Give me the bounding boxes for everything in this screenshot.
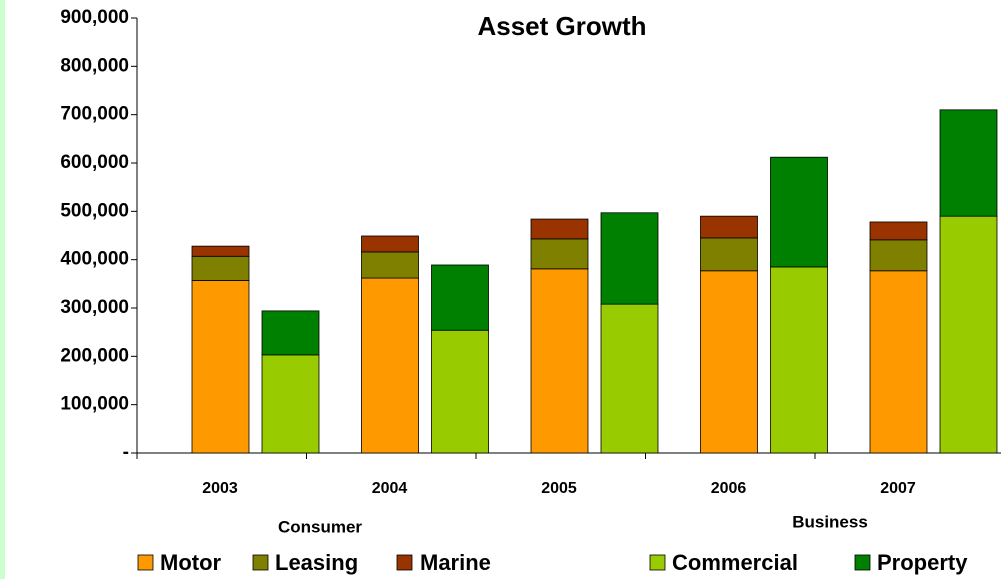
bar-segment xyxy=(869,221,928,241)
y-tick-label: 500,000 xyxy=(60,200,129,221)
x-tick-label: 2005 xyxy=(541,480,577,497)
bar-segment xyxy=(191,245,250,257)
bar-segment xyxy=(939,215,998,454)
bar-segment xyxy=(939,109,998,217)
bar-segment xyxy=(361,235,419,253)
bar-segment xyxy=(191,255,250,281)
bar-segment xyxy=(361,277,419,454)
bar-segment xyxy=(700,270,758,454)
legend-swatch xyxy=(649,554,666,571)
y-tick-label: 700,000 xyxy=(60,104,129,125)
bar-segment xyxy=(600,303,659,454)
x-tick-label: 2007 xyxy=(880,480,916,497)
left-strip xyxy=(0,0,5,579)
legend-swatch xyxy=(252,554,269,571)
legend-label: Marine xyxy=(420,550,491,575)
legend-label: Commercial xyxy=(672,550,798,575)
bar-segment xyxy=(869,239,928,272)
bar-segment xyxy=(700,215,758,239)
x-tick-label: 2003 xyxy=(202,480,238,497)
bar-segment xyxy=(600,212,659,305)
bar-segment xyxy=(431,264,489,331)
bar-segment xyxy=(770,266,828,454)
legend-label: Leasing xyxy=(275,550,358,575)
y-tick-label: - xyxy=(123,442,129,463)
bar-segment xyxy=(869,270,928,454)
y-tick-label: 300,000 xyxy=(60,297,129,318)
y-tick-label: 400,000 xyxy=(60,249,129,270)
y-tick-label: 900,000 xyxy=(60,7,129,28)
bar-segment xyxy=(700,237,758,272)
bar-segment xyxy=(261,354,320,454)
chart-title: Asset Growth xyxy=(477,11,646,41)
bar-segment xyxy=(431,329,489,454)
x-tick-label: 2004 xyxy=(372,480,408,497)
y-tick-label: 100,000 xyxy=(60,394,129,415)
x-tick-label: 2006 xyxy=(711,480,747,497)
y-tick-label: 200,000 xyxy=(60,345,129,366)
legend-group-title: Consumer xyxy=(278,517,362,536)
bar-segment xyxy=(530,238,589,270)
bar-segment xyxy=(261,310,320,356)
bar-segment xyxy=(530,218,589,240)
legend-swatch xyxy=(396,554,413,571)
legend-label: Property xyxy=(877,550,968,575)
bar-segment xyxy=(191,280,250,454)
bar-segment xyxy=(530,268,589,454)
legend-swatch xyxy=(854,554,871,571)
y-tick-label: 600,000 xyxy=(60,152,129,173)
y-tick-label: 800,000 xyxy=(60,55,129,76)
legend-swatch xyxy=(137,554,154,571)
bar-segment xyxy=(361,251,419,279)
legend-label: Motor xyxy=(160,550,222,575)
bar-segment xyxy=(770,156,828,268)
legend-group-title: Business xyxy=(792,512,868,531)
